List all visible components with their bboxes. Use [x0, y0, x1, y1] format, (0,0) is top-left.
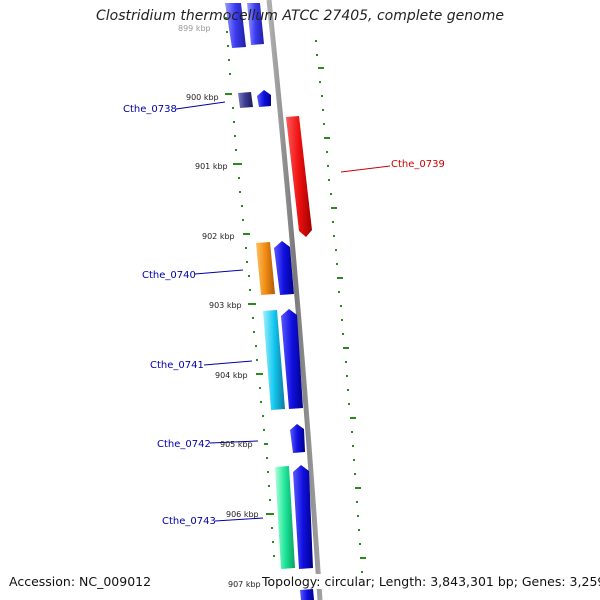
- gene-forward-905[interactable]: [290, 424, 305, 453]
- tick-label-902: 902 kbp: [202, 232, 235, 241]
- gene-forward-903[interactable]: [281, 309, 303, 409]
- gene-forward-907: [300, 589, 314, 600]
- gene-cthe-0740[interactable]: [256, 242, 275, 295]
- tick-label-907: 907 kbp: [228, 580, 261, 589]
- tick-label-906: 906 kbp: [226, 510, 259, 519]
- gene-top-inner: [225, 3, 246, 48]
- label-leaders: [175, 101, 391, 522]
- tick-label-901: 901 kbp: [195, 162, 228, 171]
- tick-label-903: 903 kbp: [209, 301, 242, 310]
- outer-tick-ring: [315, 40, 366, 587]
- gene-label-cthe-0741[interactable]: Cthe_0741: [150, 360, 204, 371]
- genome-backbone: [266, 0, 323, 600]
- gene-cthe-0743[interactable]: [275, 466, 295, 569]
- gene-forward-902[interactable]: [274, 241, 294, 295]
- map-title: Clostridium thermocellum ATCC 27405, com…: [96, 8, 504, 24]
- gene-label-cthe-0738[interactable]: Cthe_0738: [123, 104, 177, 115]
- gene-label-cthe-0743[interactable]: Cthe_0743: [162, 516, 216, 527]
- gene-forward-900[interactable]: [257, 90, 271, 107]
- leader-cthe-0739: [340, 165, 391, 173]
- tick-label-905: 905 kbp: [220, 440, 253, 449]
- gene-cthe-0741[interactable]: [263, 310, 285, 410]
- leader-cthe-0738: [175, 101, 226, 110]
- leader-cthe-0742: [209, 440, 259, 444]
- tick-label-904: 904 kbp: [215, 371, 248, 380]
- gene-label-cthe-0739[interactable]: Cthe_0739: [391, 159, 445, 170]
- tick-label-900: 900 kbp: [186, 93, 219, 102]
- accession-text: Accession: NC_009012: [9, 574, 152, 589]
- tick-label-899: 899 kbp: [178, 24, 211, 33]
- gene-cthe-0738[interactable]: [238, 92, 253, 108]
- gene-label-cthe-0740[interactable]: Cthe_0740: [142, 270, 196, 281]
- gene-label-cthe-0742[interactable]: Cthe_0742: [157, 439, 211, 450]
- genome-summary-text: Topology: circular; Length: 3,843,301 bp…: [262, 574, 600, 589]
- leader-cthe-0741: [203, 360, 253, 366]
- leader-cthe-0740: [194, 269, 244, 275]
- gene-forward-906[interactable]: [293, 465, 313, 569]
- gene-cthe-0739[interactable]: [286, 116, 312, 237]
- gene-top-middle: [247, 3, 264, 45]
- leader-cthe-0743: [214, 517, 264, 522]
